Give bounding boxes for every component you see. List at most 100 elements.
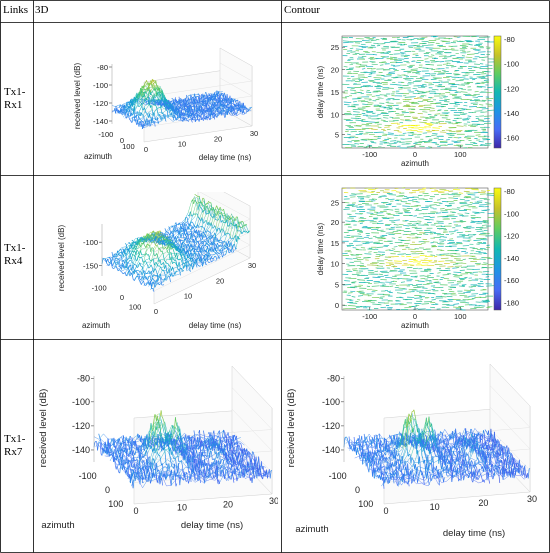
z-tick-label: -150 [83, 262, 98, 271]
y-tick-label: 30 [527, 494, 537, 504]
y-tick-label: 20 [478, 498, 488, 508]
row1-link-label: Tx1- Rx1 [4, 86, 25, 112]
y-tick-label: 10 [184, 292, 192, 301]
x-tick-label: 100 [122, 142, 135, 151]
row1-3d-plot: -80 -100 -120 -140 -100 0 100 0 10 20 30 received l… [40, 38, 276, 170]
y-axis-label: delay time (ns) [316, 65, 325, 118]
z-tick-label: -100 [83, 238, 98, 247]
colorbar-tick-label: -100 [504, 209, 519, 218]
y-tick-label: 0 [383, 506, 388, 516]
z-tick-label: -140 [72, 445, 90, 455]
x-axis-label: azimuth [295, 524, 328, 535]
y-axis-label: delay time (ns) [199, 153, 252, 162]
y-axis-label: delay time (ns) [189, 321, 242, 330]
header-contour: Contour [284, 4, 321, 16]
y-tick-label: 30 [250, 129, 258, 138]
colorbar-tick-label: -120 [504, 84, 519, 93]
z-axis-label: received level (dB) [286, 389, 297, 468]
z-tick-label: -80 [327, 374, 340, 384]
y-tick-label: 30 [269, 496, 278, 506]
header-links: Links [3, 4, 29, 16]
colorbar-tick-label: -160 [504, 134, 519, 143]
colorbar-tick-label: -80 [504, 35, 515, 44]
row1-contour-plot: 25 20 15 10 5 -100 0 100 delay time (ns) azimuth -… [300, 30, 536, 170]
x-tick-label: 0 [105, 485, 110, 495]
y-tick-label: 10 [178, 140, 186, 149]
x-tick-label: 100 [454, 150, 467, 159]
z-tick-label: -100 [72, 397, 90, 407]
z-tick-label: -100 [93, 81, 108, 90]
y-axis-label: delay time (ns) [181, 520, 243, 531]
row2-link-label: Tx1- Rx4 [4, 242, 25, 268]
x-tick-label: 0 [413, 150, 417, 159]
colorbar-tick-label: -100 [504, 60, 519, 69]
y-tick-label: 20 [214, 134, 222, 143]
row3-3d-plot: -80 -100 -120 -140 -100 0 100 0 10 20 30 received l… [36, 352, 278, 550]
y-tick-label: 10 [331, 110, 339, 119]
x-tick-label: 0 [355, 485, 360, 495]
y-tick-label: 20 [223, 499, 233, 509]
x-tick-label: 100 [358, 499, 373, 509]
row3-right-3d-plot: -80 -100 -120 -140 -100 0 100 0 10 20 30 received l… [284, 352, 546, 550]
y-tick-label: 0 [335, 301, 339, 310]
x-axis-label: azimuth [84, 152, 112, 161]
y-tick-label: 20 [331, 66, 339, 75]
z-tick-label: -100 [322, 397, 340, 407]
x-tick-label: -100 [79, 471, 97, 481]
colorbar-tick-label: -140 [504, 109, 519, 118]
x-tick-label: 100 [108, 499, 123, 509]
row3-link-line1: Tx1- [4, 433, 26, 445]
z-axis-label: received level (dB) [57, 225, 66, 292]
z-tick-label: -120 [322, 421, 340, 431]
z-tick-label: -80 [77, 374, 90, 384]
x-tick-label: 0 [120, 293, 124, 302]
x-tick-label: -100 [329, 471, 347, 481]
y-tick-label: 15 [331, 88, 339, 97]
colorbar [493, 187, 502, 311]
y-tick-label: 0 [144, 145, 148, 154]
row2-link-line1: Tx1- [4, 242, 26, 254]
y-tick-label: 30 [248, 261, 256, 270]
y-tick-label: 10 [430, 502, 440, 512]
z-tick-label: -120 [93, 99, 108, 108]
x-tick-label: 100 [454, 312, 467, 321]
y-tick-label: 5 [335, 131, 339, 140]
y-tick-label: 0 [133, 506, 138, 516]
colorbar [493, 35, 502, 149]
x-axis-label: azimuth [401, 321, 429, 330]
row1-link-line1: Tx1- [4, 86, 26, 98]
colorbar-tick-label: -140 [504, 254, 519, 263]
y-tick-label: 10 [331, 260, 339, 269]
x-tick-label: -100 [362, 312, 377, 321]
x-tick-label: -100 [362, 150, 377, 159]
row2-contour-plot: 25 20 15 10 5 0 -100 0 100 delay time (ns) azimuth… [300, 180, 536, 336]
colorbar-tick-label: -160 [504, 276, 519, 285]
x-tick-label: 0 [120, 136, 124, 145]
y-axis-label: delay time (ns) [316, 222, 325, 275]
colorbar-tick-label: -180 [504, 299, 519, 308]
row1-link-line2: Rx1 [4, 99, 23, 111]
y-tick-label: 20 [216, 276, 224, 285]
x-tick-label: 100 [129, 302, 142, 311]
row3-link-label: Tx1- Rx7 [4, 433, 25, 459]
x-tick-label: -100 [92, 284, 107, 293]
y-tick-label: 0 [154, 307, 158, 316]
y-tick-label: 20 [331, 218, 339, 227]
x-tick-label: -100 [98, 130, 113, 139]
x-axis-label: azimuth [41, 520, 74, 531]
row3-link-line2: Rx7 [4, 446, 23, 458]
header-3d: 3D [35, 4, 49, 16]
y-tick-label: 15 [331, 239, 339, 248]
y-axis-label: delay time (ns) [443, 528, 505, 539]
z-axis-label: received level (dB) [73, 63, 82, 130]
y-tick-label: 25 [331, 199, 339, 208]
row2-link-line2: Rx4 [4, 255, 23, 267]
row2-3d-plot: -100 -150 -100 0 100 0 10 20 30 received level (d… [40, 192, 276, 336]
z-tick-label: -80 [97, 63, 108, 72]
x-axis-label: azimuth [82, 321, 110, 330]
colorbar-tick-label: -120 [504, 232, 519, 241]
z-tick-label: -120 [72, 421, 90, 431]
y-tick-label: 25 [331, 43, 339, 52]
x-tick-label: 0 [413, 312, 417, 321]
z-tick-label: -140 [93, 117, 108, 126]
